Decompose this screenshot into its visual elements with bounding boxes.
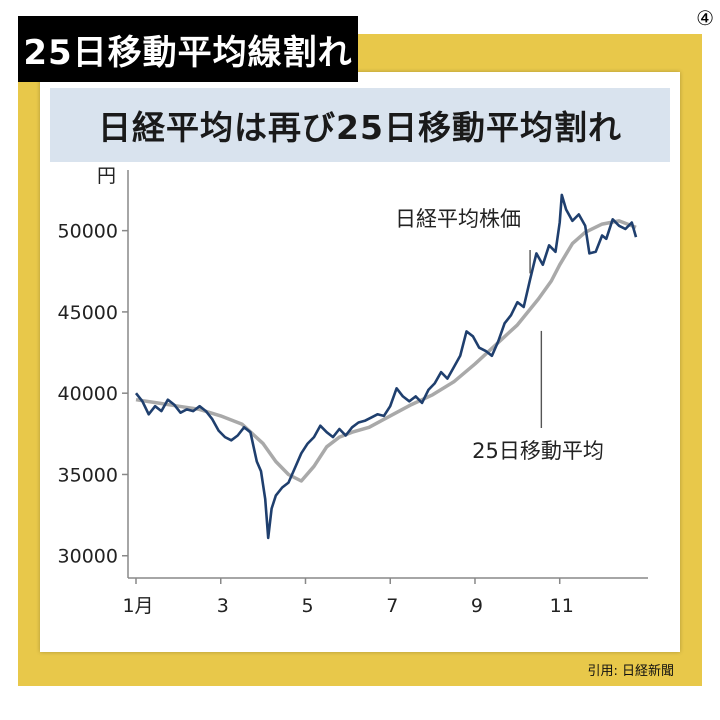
y-tick-label: 40000 [58,383,118,405]
x-tick-label: 5 [301,595,313,617]
x-tick-label: 7 [386,595,398,617]
chart-card [40,72,680,652]
title-banner: 25日移動平均線割れ [18,16,358,82]
chart-title: 日経平均は再び25日移動平均割れ [98,108,622,147]
x-tick-label: 1月 [122,595,153,617]
y-tick-label: 50000 [58,221,118,243]
price-annotation-label: 日経平均株価 [395,207,521,231]
chart-title-bar: 日経平均は再び25日移動平均割れ [50,88,670,162]
slide-number-badge: ④ [696,6,714,30]
source-credit: 引用: 日経新聞 [587,664,674,679]
x-tick-label: 3 [217,595,229,617]
y-tick-label: 45000 [58,302,118,324]
y-tick-label: 30000 [58,546,118,568]
banner-title: 25日移動平均線割れ [23,32,353,73]
series-line-ma25 [135,219,637,483]
x-tick-label: 11 [550,595,574,617]
x-tick-label: 9 [471,595,483,617]
y-tick-label: 35000 [58,464,118,486]
y-axis-unit-label: 円 [97,165,116,187]
series-line-price [134,193,638,540]
ma-annotation-label: 25日移動平均 [472,439,604,463]
